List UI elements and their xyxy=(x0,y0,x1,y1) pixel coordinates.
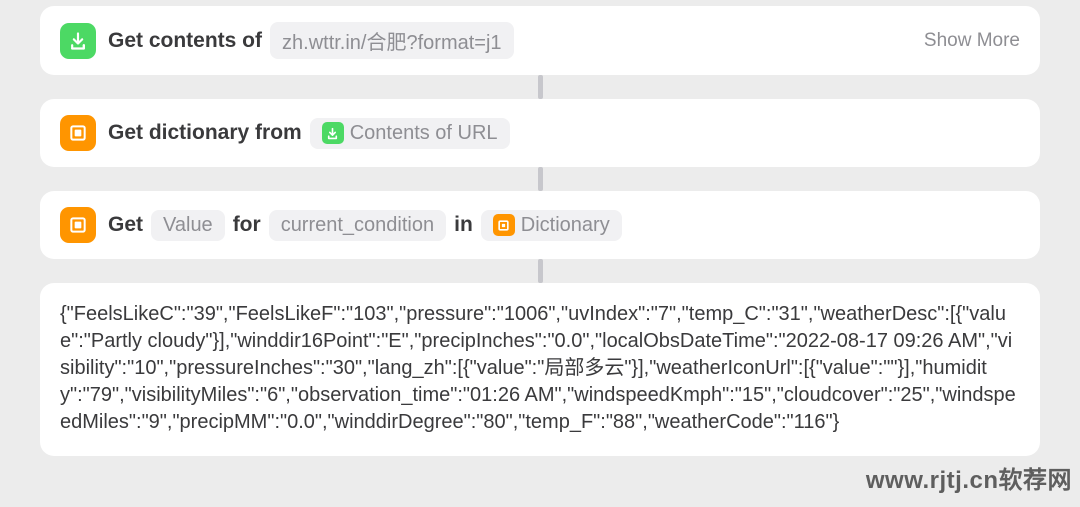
seg-text: in xyxy=(454,213,473,237)
action-prefix: Get dictionary from xyxy=(108,121,302,145)
path-pill[interactable]: current_condition xyxy=(269,210,446,241)
seg-text: for xyxy=(233,213,261,237)
connector xyxy=(538,259,543,283)
pill-text: current_condition xyxy=(281,214,434,237)
download-icon xyxy=(322,122,344,144)
url-pill[interactable]: zh.wttr.in/合肥?format=j1 xyxy=(270,22,514,59)
action-text: Get Value for current_condition in Dicti… xyxy=(108,210,622,241)
connector xyxy=(538,75,543,99)
result-output: {"FeelsLikeC":"39","FeelsLikeF":"103","p… xyxy=(40,283,1040,456)
watermark: www.rjtj.cn软荐网 xyxy=(866,460,1072,495)
dictionary-icon xyxy=(493,214,515,236)
dictionary-pill[interactable]: Dictionary xyxy=(481,210,622,241)
workflow-container: Get contents of zh.wttr.in/合肥?format=j1 … xyxy=(0,0,1080,456)
dictionary-icon xyxy=(60,207,96,243)
action-text: Get dictionary from Contents of URL xyxy=(108,118,510,149)
pill-text: Value xyxy=(163,214,213,237)
connector xyxy=(538,167,543,191)
action-get-dictionary[interactable]: Get dictionary from Contents of URL xyxy=(40,99,1040,167)
seg-text: Get xyxy=(108,213,143,237)
action-text: Get contents of zh.wttr.in/合肥?format=j1 xyxy=(108,22,514,59)
url-text: zh.wttr.in/合肥?format=j1 xyxy=(282,26,502,55)
pill-text: Dictionary xyxy=(521,214,610,237)
action-get-value[interactable]: Get Value for current_condition in Dicti… xyxy=(40,191,1040,259)
show-more-button[interactable]: Show More xyxy=(924,30,1020,52)
variable-text: Contents of URL xyxy=(350,122,498,145)
download-icon xyxy=(60,23,96,59)
key-pill[interactable]: Value xyxy=(151,210,225,241)
variable-pill[interactable]: Contents of URL xyxy=(310,118,510,149)
result-json-text: {"FeelsLikeC":"39","FeelsLikeF":"103","p… xyxy=(60,303,1016,433)
action-prefix: Get contents of xyxy=(108,29,262,53)
dictionary-icon xyxy=(60,115,96,151)
action-get-contents[interactable]: Get contents of zh.wttr.in/合肥?format=j1 … xyxy=(40,6,1040,75)
